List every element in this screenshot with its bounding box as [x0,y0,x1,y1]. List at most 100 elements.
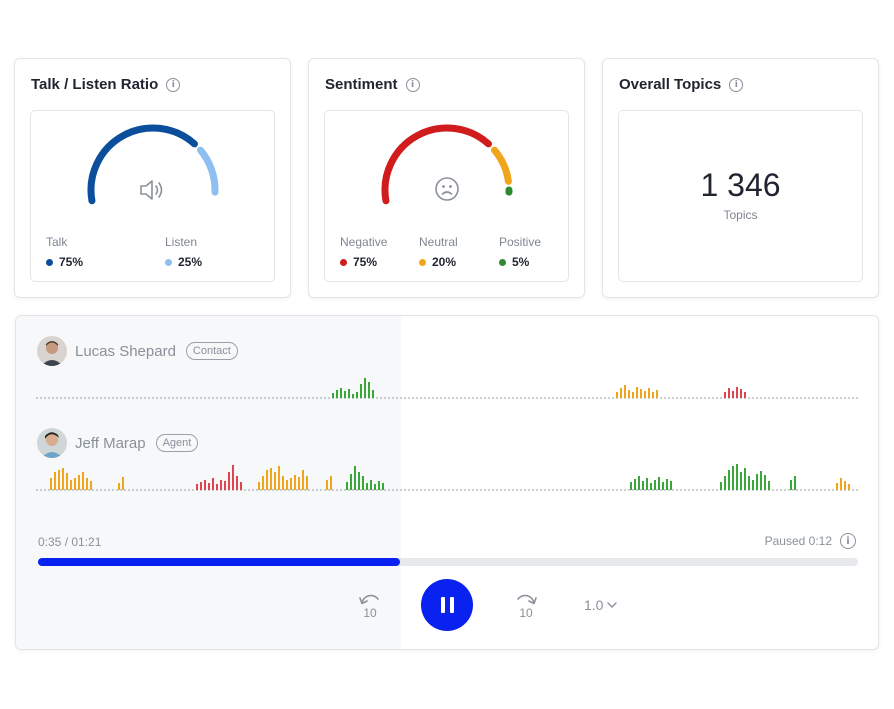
positive-legend: Positive 5% [499,235,542,269]
waveform-bar [736,387,738,398]
forward-button[interactable]: 10 [510,579,542,631]
negative-value: 75% [353,255,378,269]
progress-bar[interactable] [38,558,858,566]
waveform-bar [634,479,636,490]
waveform-bar [654,480,656,490]
waveform-bar [372,390,374,398]
waveform-bar [632,392,634,398]
waveform-bar [640,389,642,398]
waveform-bar [350,474,352,490]
waveform-bar [70,480,72,490]
talk-legend: Talk 75% [46,235,84,269]
waveform-bar [628,390,630,398]
played-region [16,316,401,649]
forward-icon: 10 [517,594,537,620]
waveform-bar [344,391,346,398]
topics-panel: 1 346 Topics [618,110,863,282]
waveform-bar [756,474,758,490]
info-icon[interactable]: i [729,77,744,92]
waveform-bar [364,378,366,398]
avatar [37,428,67,458]
waveform-bar [720,482,722,490]
rewind-button[interactable]: 10 [354,579,386,631]
waveform-bar [836,483,838,490]
rewind-label: 10 [363,606,377,620]
waveform-bar [262,476,264,490]
chevron-down-icon [607,602,618,608]
waveform-bar [624,385,626,398]
sentiment-card: Sentiment i Negative 75% Neutral 20% Pos… [308,58,585,298]
forward-label: 10 [519,606,533,620]
waveform-bar [66,473,68,490]
waveform-bar [232,465,234,490]
neutral-legend: Neutral 20% [419,235,458,269]
role-badge: Contact [185,342,238,360]
waveform-bar [670,481,672,490]
role-badge: Agent [155,434,199,452]
info-icon[interactable]: i [840,533,856,549]
waveform-bar [290,478,292,490]
waveform-bar [54,472,56,490]
waveform-bar [732,466,734,490]
neutral-arc [490,146,512,185]
info-icon[interactable]: i [166,77,181,92]
waveform-bar [370,480,372,490]
paused-indicator: Paused 0:12 i [765,533,856,549]
waveform-bar [382,483,384,490]
waveform-bar [648,388,650,398]
waveform-bar [82,472,84,490]
sentiment-gauge [381,124,513,205]
waveform-bar [356,392,358,398]
waveform-bar [366,483,368,490]
waveform-bar [728,388,730,398]
waveform-bar [118,483,120,490]
speed-select[interactable]: 1.0 [584,597,618,613]
rewind-icon: 10 [359,594,379,620]
info-icon[interactable]: i [405,77,420,92]
waveform-bar [760,471,762,490]
waveform-bar [368,382,370,398]
waveform-bar [240,482,242,490]
topics-title: Overall Topics i [619,76,744,93]
sentiment-title: Sentiment i [325,76,420,93]
waveform-bar [286,480,288,490]
waveform-bar [204,480,206,490]
waveform-bar [744,468,746,490]
waveform-bar [78,475,80,490]
waveform-bar [220,480,222,490]
waveform-bar [294,475,296,490]
waveform-bar [208,483,210,490]
waveform-bar [662,482,664,490]
waveform-bar [62,468,64,490]
talk-listen-card: Talk / Listen Ratio i Talk 75% Listen 25… [14,58,291,298]
paused-time: Paused 0:12 [764,534,832,548]
progress-fill [38,558,401,566]
neutral-dot [419,258,426,266]
waveform-bar [282,476,284,490]
waveform-bar [740,389,742,398]
waveform-bar [362,476,364,490]
waveform-bar [354,466,356,490]
sentiment-panel: Negative 75% Neutral 20% Positive 5% [324,110,569,282]
avatar [37,336,67,366]
waveform-bar [298,477,300,490]
waveform-bar [642,481,644,490]
waveform-bar [340,388,342,398]
waveform-bar [274,472,276,490]
agent-waveform[interactable] [36,463,858,493]
listen-dot [165,258,172,266]
talk-arc [87,124,198,205]
waveform-bar [358,472,360,490]
neutral-value: 20% [432,255,457,269]
waveform-bar [302,470,304,490]
waveform-bar [794,476,796,490]
negative-dot [340,258,347,266]
waveform-bar [224,481,226,490]
call-player: Lucas Shepard Contact Jeff Marap Agent 0… [15,315,879,650]
contact-waveform[interactable] [36,371,858,401]
waveform-bar [346,482,348,490]
waveform-bar [266,470,268,490]
waveform-bar [74,478,76,490]
negative-arc [381,124,492,205]
pause-button[interactable] [421,579,473,631]
